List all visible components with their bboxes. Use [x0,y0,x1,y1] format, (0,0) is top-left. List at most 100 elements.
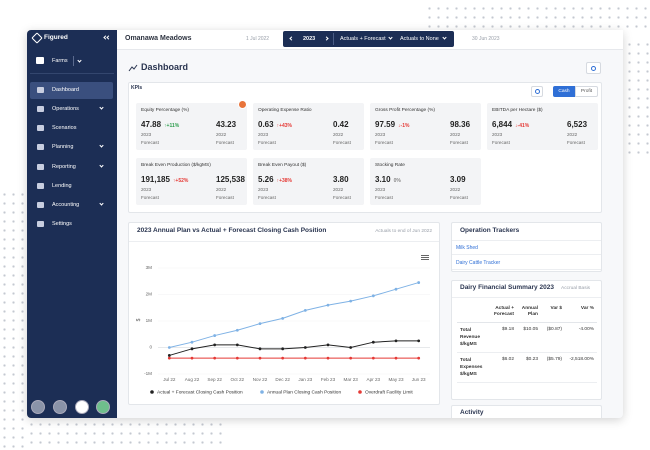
compare-select[interactable]: Actuals to None [400,36,439,42]
kpi-value-row: 6,844 ↓-41% [492,120,529,129]
kpi-period: 2023 [492,132,503,137]
x-tick-label: Oct 22 [231,377,245,382]
kpi-card [487,103,598,150]
chart-panel [128,222,440,405]
kpi-prior-basis: Forecast [450,140,468,145]
dot-pattern [425,4,650,28]
nav-icon [37,183,44,189]
series-point [213,356,217,360]
nav-icon [37,125,44,131]
column-header: Annual Plan [521,306,538,317]
kpi-value-row: 0.63 ↑+43% [258,120,292,129]
kpi-value: 0.63 [258,120,274,129]
nav-icon [37,106,44,112]
series-point [394,287,398,291]
series-point [417,339,421,343]
kpi-period: 2023 [375,132,386,137]
nav-item[interactable]: Settings [52,221,72,227]
row-divider [452,254,601,255]
footer-button [31,400,45,414]
series-point [167,356,171,360]
series-point [371,340,375,344]
tracker-link[interactable]: Dairy Cattle Tracker [456,260,501,266]
kpi-basis: Forecast [492,140,510,145]
column-header: Actual + Forecast [494,306,514,317]
kpi-value-row: 47.88 ↑+11% [141,120,179,129]
end-date: 30 Jun 2023 [472,36,500,42]
series-line [169,340,419,356]
toggle-cash[interactable]: Cash [553,86,575,97]
toggle-profit[interactable]: Profit [575,86,598,97]
divider [73,56,74,66]
nav-item[interactable]: Lending [52,183,72,189]
row-divider [452,269,601,270]
summary-title: Dairy Financial Summary 2023 [460,284,554,291]
cell: ($0.87) [546,327,562,332]
nav-icon [37,164,44,170]
kpi-basis: Forecast [141,140,159,145]
cell: ($5.79) [546,357,562,362]
column-header: Var % [580,306,594,311]
kpi-prior-basis: Forecast [216,195,234,200]
active-nav-bg [30,82,113,99]
kpi-name: EBITDA per Hectare ($) [492,108,543,113]
series-point [167,354,171,357]
nav-item[interactable]: Scenarios [52,125,77,131]
kpi-card [136,103,247,150]
y-tick-label: 3M [146,265,153,270]
view-select[interactable]: Actuals + Forecast [340,36,386,42]
kpi-change: ↓-1% [398,123,410,129]
kpi-prior-basis: Forecast [567,140,585,145]
kpi-change: ↑+38% [276,178,293,184]
y-tick-label: -1M [144,371,152,376]
tracker-link[interactable]: Milk Shed [456,245,478,251]
kpi-name: Gross Profit Percentage (%) [375,108,435,113]
series-point [417,281,421,284]
kpi-name: Break Even Payout ($) [258,163,307,168]
gear-icon [591,66,596,71]
farm-selector[interactable]: Farms [52,58,68,64]
gear-icon [535,89,540,94]
nav-item[interactable]: Reporting [52,164,76,170]
kpi-value: 5.26 [258,175,274,184]
series-point [303,309,307,312]
kpi-card [136,158,247,205]
series-point [349,356,353,360]
row-divider [457,352,597,353]
kpi-prior-period: 2022 [216,187,227,192]
panel-divider [452,297,601,298]
alert-icon [238,100,247,109]
kpi-prior-period: 2022 [450,187,461,192]
chart-menu-line [421,259,429,260]
series-point [394,339,398,343]
kpi-value: 47.88 [141,120,162,129]
divider [333,33,334,45]
x-tick-label: Aug 22 [185,377,200,382]
kpi-prior-value: 3.09 [450,175,466,184]
series-point [371,356,375,360]
nav-item[interactable]: Planning [52,144,74,150]
period-selector [283,31,454,47]
legend-label: Overdraft Facility Limit [365,389,413,395]
year[interactable]: 2023 [303,36,316,42]
series-point [326,343,330,347]
cell: $10.05 [523,327,538,332]
kpi-value: 6,844 [492,120,513,129]
kpi-value-row: 5.26 ↑+38% [258,175,292,184]
trackers-panel [451,222,602,272]
nav-item[interactable]: Dashboard [52,87,79,93]
kpi-basis: Forecast [375,195,393,200]
chart-menu-line [421,255,429,256]
kpi-prior-value: 6,523 [567,120,588,129]
nav-item[interactable]: Accounting [52,202,80,208]
x-tick-label: Nov 22 [253,377,268,382]
series-point [190,340,194,344]
nav-item[interactable]: Operations [52,106,79,112]
kpi-period: 2023 [258,132,269,137]
series-point [371,294,375,298]
dot-pattern [27,420,227,450]
y-tick-label: 1M [146,318,153,323]
kpi-prior-basis: Forecast [333,140,351,145]
kpi-prior-period: 2022 [333,187,344,192]
